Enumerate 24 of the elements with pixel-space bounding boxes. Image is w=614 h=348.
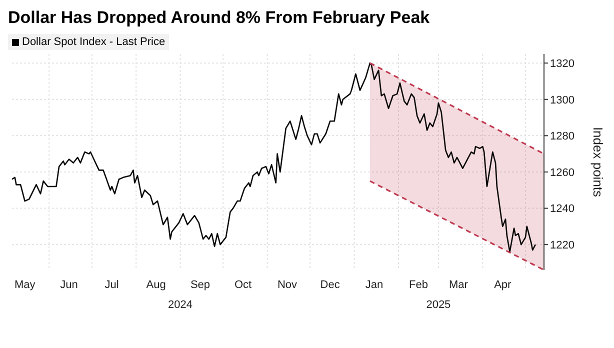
x-tick-label: Nov bbox=[277, 279, 298, 291]
x-tick-label: Mar bbox=[448, 279, 468, 291]
x-tick-label: May bbox=[14, 279, 36, 291]
x-tick-label: Feb bbox=[409, 279, 428, 291]
legend-label: Dollar Spot Index - Last Price bbox=[22, 36, 166, 48]
y-tick-label: 1260 bbox=[550, 166, 574, 179]
y-tick-label: 1220 bbox=[550, 239, 574, 252]
x-tick-label: Sep bbox=[190, 279, 210, 291]
x-tick-label: Oct bbox=[234, 279, 252, 291]
x2-tick-label: 2025 bbox=[426, 298, 451, 311]
y-tick-label: 1240 bbox=[550, 203, 574, 216]
x-tick-label: Apr bbox=[494, 279, 512, 291]
y-axis-title: Index points bbox=[590, 126, 606, 198]
x-tick-label: Jun bbox=[60, 279, 78, 291]
x-tick-label: Jul bbox=[104, 279, 119, 291]
line-series bbox=[12, 62, 536, 252]
y-tick-label: 1300 bbox=[550, 94, 574, 106]
x-tick-label: Dec bbox=[320, 279, 340, 291]
x-tick-label: Jan bbox=[365, 279, 384, 291]
x2-tick-label: 2024 bbox=[168, 298, 193, 311]
y-tick-label: 1280 bbox=[550, 130, 574, 143]
chart-title: Dollar Has Dropped Around 8% From February Peak bbox=[8, 8, 431, 28]
x-tick-label: Aug bbox=[146, 279, 166, 291]
y-tick-label: 1320 bbox=[550, 58, 574, 70]
